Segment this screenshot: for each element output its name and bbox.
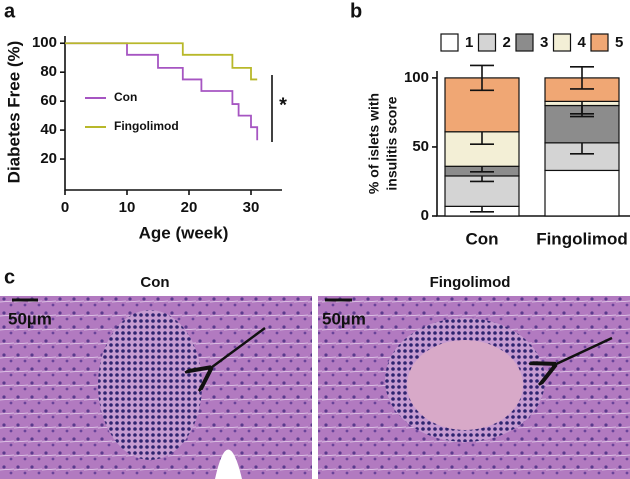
x-tick-label: Con xyxy=(465,229,498,248)
x-tick-label: 0 xyxy=(61,199,69,216)
x-tick-label: 20 xyxy=(181,199,198,216)
legend-label: 2 xyxy=(503,34,511,51)
y-axis-title: Diabetes Free (%) xyxy=(4,41,23,184)
legend-label: Fingolimod xyxy=(114,119,179,133)
step-line xyxy=(65,42,259,141)
y-tick-label: 50 xyxy=(412,138,429,155)
y-axis-title: % of islets with xyxy=(366,93,382,194)
legend-label: 4 xyxy=(578,34,587,51)
scale-bar-label: 50µm xyxy=(322,309,366,328)
error-bar xyxy=(570,66,594,90)
y-tick-label: 80 xyxy=(40,63,57,80)
micrograph-title: Fingolimod xyxy=(430,274,511,291)
scale-bar-label: 50µm xyxy=(8,309,52,328)
x-tick-label: 30 xyxy=(243,199,260,216)
error-bar xyxy=(470,64,494,92)
legend-label: Con xyxy=(114,90,137,104)
bar-segment xyxy=(544,169,620,217)
panel-label: a xyxy=(4,0,16,22)
annotation: * xyxy=(279,94,287,116)
legend-label: 1 xyxy=(465,34,473,51)
step-line xyxy=(65,42,258,81)
y-tick-label: 20 xyxy=(40,150,57,167)
y-axis-title: insulitis score xyxy=(384,96,400,190)
legend-swatch xyxy=(552,33,572,52)
legend-swatch xyxy=(515,33,534,52)
panel-label: c xyxy=(4,266,15,288)
y-tick-label: 100 xyxy=(404,69,429,86)
y-tick-label: 40 xyxy=(40,121,57,138)
micrograph: Fingolimod 50µm xyxy=(318,274,630,479)
y-tick-label: 0 xyxy=(421,207,429,224)
x-axis-title: Age (week) xyxy=(139,223,229,242)
axis xyxy=(64,36,282,191)
micrograph: Con 50µm xyxy=(0,274,312,479)
y-tick-label: 60 xyxy=(40,92,57,109)
y-tick-label: 100 xyxy=(32,34,57,51)
legend-label: 5 xyxy=(615,34,623,51)
legend-swatch xyxy=(590,33,609,52)
micrograph-title: Con xyxy=(140,274,169,291)
panel-label: b xyxy=(350,0,362,22)
legend-label: 3 xyxy=(540,34,548,51)
x-tick-label: 10 xyxy=(119,199,136,216)
x-tick-label: Fingolimod xyxy=(536,229,628,248)
legend-swatch xyxy=(440,33,459,52)
legend-swatch xyxy=(477,33,497,52)
